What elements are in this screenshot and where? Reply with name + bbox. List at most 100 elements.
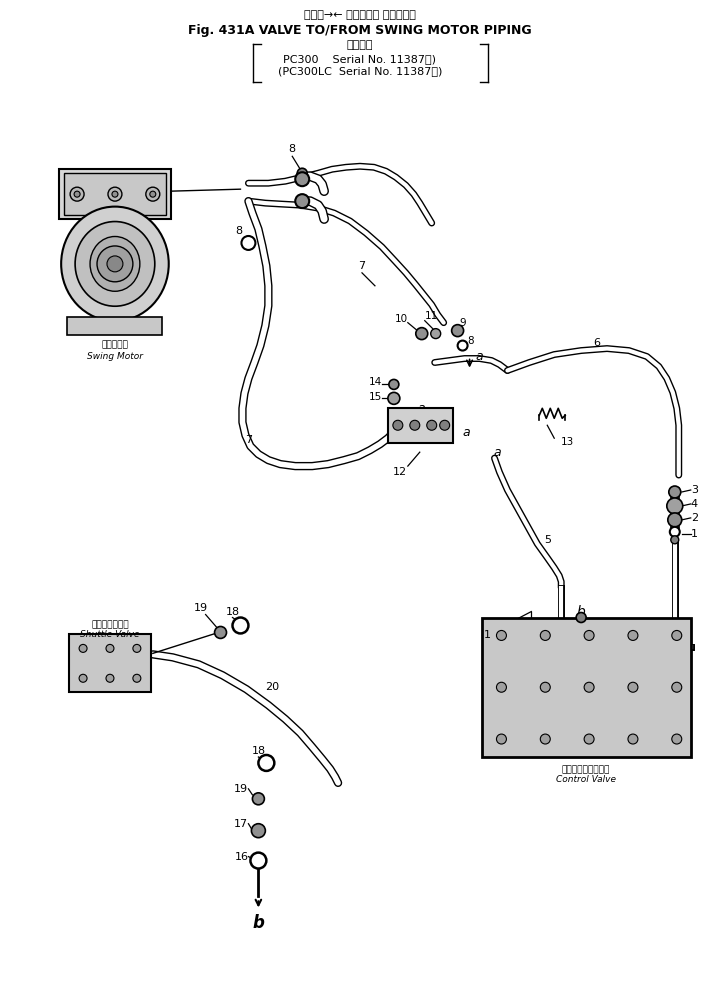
- Circle shape: [576, 612, 586, 622]
- Text: a: a: [418, 402, 426, 415]
- Circle shape: [133, 645, 141, 653]
- Circle shape: [250, 852, 266, 869]
- Circle shape: [672, 630, 682, 640]
- Circle shape: [393, 421, 403, 431]
- Circle shape: [496, 734, 506, 744]
- Bar: [59, 169, 170, 219]
- Text: 6: 6: [594, 337, 600, 348]
- Text: 11: 11: [425, 311, 438, 320]
- Circle shape: [452, 324, 464, 336]
- Circle shape: [107, 256, 123, 272]
- Circle shape: [669, 486, 681, 498]
- Circle shape: [242, 236, 255, 250]
- Circle shape: [232, 617, 249, 633]
- Circle shape: [252, 793, 265, 805]
- Text: 2: 2: [691, 513, 698, 523]
- Text: Control Valve: Control Valve: [556, 775, 616, 783]
- Text: PC300    Serial No. 11387～): PC300 Serial No. 11387～): [283, 54, 436, 64]
- Text: 18: 18: [226, 607, 239, 616]
- Circle shape: [496, 682, 506, 692]
- Circle shape: [440, 421, 449, 431]
- Circle shape: [133, 674, 141, 682]
- Circle shape: [252, 824, 265, 838]
- Text: a: a: [463, 426, 470, 438]
- Bar: [67, 317, 162, 334]
- Circle shape: [410, 421, 420, 431]
- Circle shape: [540, 734, 550, 744]
- Bar: [64, 173, 166, 215]
- Circle shape: [79, 645, 87, 653]
- Text: Swing Motor: Swing Motor: [87, 352, 143, 361]
- Circle shape: [389, 379, 399, 389]
- Circle shape: [79, 674, 87, 682]
- Text: 1: 1: [484, 630, 491, 641]
- Text: 3: 3: [691, 485, 697, 495]
- Circle shape: [297, 168, 307, 178]
- Ellipse shape: [61, 206, 169, 321]
- Ellipse shape: [75, 221, 155, 307]
- Circle shape: [672, 734, 682, 744]
- Circle shape: [106, 645, 114, 653]
- Circle shape: [97, 246, 133, 282]
- Text: 4: 4: [691, 499, 698, 509]
- Circle shape: [671, 536, 679, 544]
- Text: 12: 12: [393, 467, 407, 477]
- Text: 16: 16: [234, 851, 249, 861]
- Text: Fig. 431A VALVE TO/FROM SWING MOTOR PIPING: Fig. 431A VALVE TO/FROM SWING MOTOR PIPI…: [188, 24, 532, 36]
- Bar: [482, 617, 691, 757]
- Text: 17: 17: [234, 819, 249, 829]
- Circle shape: [296, 172, 309, 186]
- Circle shape: [584, 734, 594, 744]
- Text: 19: 19: [193, 603, 208, 612]
- Circle shape: [667, 498, 683, 514]
- Circle shape: [388, 392, 400, 404]
- Bar: [671, 488, 679, 528]
- Circle shape: [106, 674, 114, 682]
- Text: a: a: [475, 350, 483, 363]
- Circle shape: [258, 755, 275, 771]
- Text: b: b: [577, 605, 585, 618]
- Text: b: b: [252, 914, 265, 932]
- Text: 5: 5: [544, 535, 551, 545]
- Circle shape: [670, 527, 679, 537]
- Text: 1: 1: [691, 529, 697, 539]
- Text: Shuttle Valve: Shuttle Valve: [81, 630, 139, 640]
- Text: 13: 13: [561, 437, 574, 447]
- Circle shape: [108, 187, 122, 202]
- Text: 7: 7: [245, 435, 252, 445]
- Circle shape: [628, 630, 638, 640]
- Circle shape: [431, 328, 441, 338]
- Circle shape: [496, 630, 506, 640]
- Bar: [69, 634, 151, 692]
- Text: 8: 8: [467, 335, 475, 346]
- Text: 14: 14: [369, 377, 382, 387]
- Text: シャトルバルブ: シャトルバルブ: [91, 620, 129, 629]
- Circle shape: [214, 626, 226, 638]
- Circle shape: [540, 630, 550, 640]
- Text: 9: 9: [459, 318, 466, 327]
- Circle shape: [584, 630, 594, 640]
- Circle shape: [672, 682, 682, 692]
- Circle shape: [584, 682, 594, 692]
- Text: コントロールバルブ: コントロールバルブ: [562, 765, 610, 774]
- Text: 8: 8: [235, 226, 242, 236]
- Circle shape: [427, 421, 436, 431]
- Circle shape: [628, 734, 638, 744]
- Text: 適用号機: 適用号機: [347, 39, 373, 50]
- Text: 8: 8: [289, 145, 296, 154]
- Ellipse shape: [90, 237, 140, 291]
- Text: 10: 10: [395, 314, 408, 323]
- Circle shape: [70, 187, 84, 202]
- Text: 20: 20: [265, 682, 280, 692]
- Circle shape: [668, 513, 682, 527]
- Circle shape: [146, 187, 160, 202]
- Circle shape: [74, 191, 80, 198]
- Text: 旋回モータ: 旋回モータ: [101, 340, 129, 350]
- Text: (PC300LC  Serial No. 11387～): (PC300LC Serial No. 11387～): [278, 66, 442, 76]
- Circle shape: [112, 191, 118, 198]
- Circle shape: [457, 340, 467, 351]
- Text: 19: 19: [234, 783, 249, 794]
- Circle shape: [416, 327, 428, 339]
- Circle shape: [296, 195, 309, 208]
- Text: a: a: [494, 445, 501, 459]
